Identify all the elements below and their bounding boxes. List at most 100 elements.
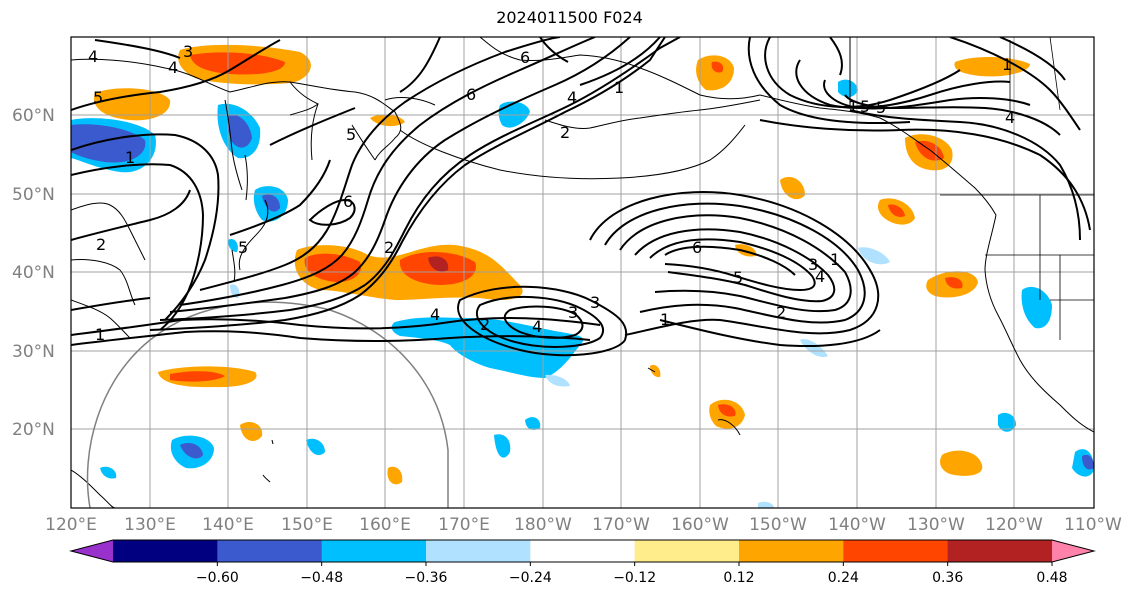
lon-label: 160°W <box>671 515 729 535</box>
anomaly-shading <box>71 44 1094 508</box>
colorbar-tick-label: −0.60 <box>196 570 239 586</box>
lon-label: 140°E <box>202 515 254 535</box>
cold-anomaly-area <box>545 374 570 387</box>
warm-core-area <box>945 277 963 289</box>
contour-label: 4 <box>532 317 542 336</box>
cold-anomaly-area <box>306 438 325 456</box>
contour-label: 6 <box>692 238 702 257</box>
colorbar-tick-label: 0.12 <box>723 570 754 586</box>
contour-label: 5 <box>876 98 886 117</box>
cold-anomaly-area <box>838 79 858 98</box>
lon-label: 130°E <box>124 515 176 535</box>
contour-label: 2 <box>776 303 786 322</box>
cold-anomaly-area <box>525 417 541 430</box>
contour-label: 3 <box>183 42 193 61</box>
map-frame <box>70 36 1095 509</box>
contour-label: 5 <box>733 268 743 287</box>
warm-dark-core <box>428 256 449 272</box>
warm-anomaly-area <box>240 422 263 441</box>
colorbar-tick-label: −0.36 <box>405 570 448 586</box>
contour-label: 1 <box>660 310 670 329</box>
contour-label: 1 <box>125 148 135 167</box>
contour-label: 4 <box>88 47 98 66</box>
colorbar-tick-label: 0.24 <box>828 570 859 586</box>
contour-label: 1 <box>830 250 840 269</box>
cold-anomaly-area <box>228 239 238 252</box>
colorbar-extension-low <box>71 540 113 562</box>
colorbar-segment <box>321 540 427 562</box>
contour-label: 2 <box>480 315 490 334</box>
warm-core-area <box>304 253 361 283</box>
cold-core-area <box>71 124 146 163</box>
lon-label: 170°W <box>592 515 650 535</box>
lat-label: 40°N <box>12 263 55 283</box>
cold-anomaly-area <box>391 317 584 378</box>
cold-core-area <box>262 194 280 212</box>
contour-label: 5 <box>93 88 103 107</box>
colorbar-segment <box>426 540 531 562</box>
warm-core-area <box>718 404 736 417</box>
lat-label: 50°N <box>12 185 55 205</box>
lon-label: 160°E <box>359 515 411 535</box>
colorbar-tick-label: −0.24 <box>509 570 552 586</box>
contour-label: 3 <box>590 293 600 312</box>
longitude-labels: 120°E 130°E 140°E 150°E 160°E 170°E 180°… <box>45 515 1122 535</box>
contour-label: 2 <box>96 235 106 254</box>
warm-core-area <box>170 371 225 382</box>
lon-label: 150°W <box>749 515 807 535</box>
cold-anomaly-area <box>494 434 511 458</box>
lon-label: 120°E <box>45 515 97 535</box>
contour-label: 3 <box>808 255 818 274</box>
colorbar-tick-label: 0.48 <box>1036 570 1067 586</box>
warm-anomaly-area <box>650 364 661 378</box>
warm-core-area <box>888 204 905 217</box>
lat-label: 20°N <box>12 420 55 440</box>
cold-core-area <box>227 114 252 148</box>
contour-label: 5 <box>860 97 870 116</box>
lon-label: 180°W <box>514 515 572 535</box>
contour-label: 1 <box>614 78 624 97</box>
cold-anomaly-area <box>100 466 117 479</box>
cold-anomaly-area <box>998 412 1016 432</box>
warm-anomaly-area <box>696 55 734 91</box>
contour-label: 6 <box>466 85 476 104</box>
cold-anomaly-area <box>800 339 828 358</box>
warm-anomaly-area <box>387 466 403 485</box>
colorbar-outline <box>69 539 1096 563</box>
contour-label: 1 <box>1002 55 1012 74</box>
height-contours <box>71 37 1091 357</box>
lon-label: 140°W <box>828 515 886 535</box>
colorbar-segment <box>217 540 323 562</box>
colorbar-tick-label: −0.12 <box>613 570 656 586</box>
contour-label: 2 <box>560 123 570 142</box>
map-title: 2024011500 F024 <box>496 8 643 27</box>
colorbar-tick-label: −0.48 <box>300 570 343 586</box>
lon-label: 110°W <box>1064 515 1122 535</box>
contour-label: 5 <box>346 125 356 144</box>
contour-label: 1 <box>95 325 105 344</box>
colorbar-segment <box>843 540 949 562</box>
contour-label: 5 <box>238 238 248 257</box>
contour-label: 4 <box>430 305 440 324</box>
contour-label: 4 <box>168 58 178 77</box>
colorbar-tick-label: 0.36 <box>932 570 963 586</box>
lon-label: 170°E <box>438 515 490 535</box>
contour-label: 4 <box>567 88 577 107</box>
colorbar-segment <box>634 540 740 562</box>
warm-core-area <box>190 52 285 75</box>
cold-core-area <box>180 443 203 459</box>
contour-label: 6 <box>343 192 353 211</box>
colorbar-segment <box>739 540 844 562</box>
contour-label: 2 <box>384 238 394 257</box>
contour-label: 4 <box>815 267 825 286</box>
latitude-labels: 60°N 50°N 40°N 30°N 20°N <box>12 106 55 440</box>
colorbar-segment <box>113 540 218 562</box>
contour-label: 1 <box>848 97 858 116</box>
warm-anomaly-area <box>940 450 983 476</box>
lon-label: 120°W <box>985 515 1043 535</box>
cold-anomaly-area <box>758 501 774 508</box>
lon-label: 130°W <box>907 515 965 535</box>
colorbar-extension-high <box>1052 540 1094 562</box>
contour-label: 4 <box>1005 108 1015 127</box>
